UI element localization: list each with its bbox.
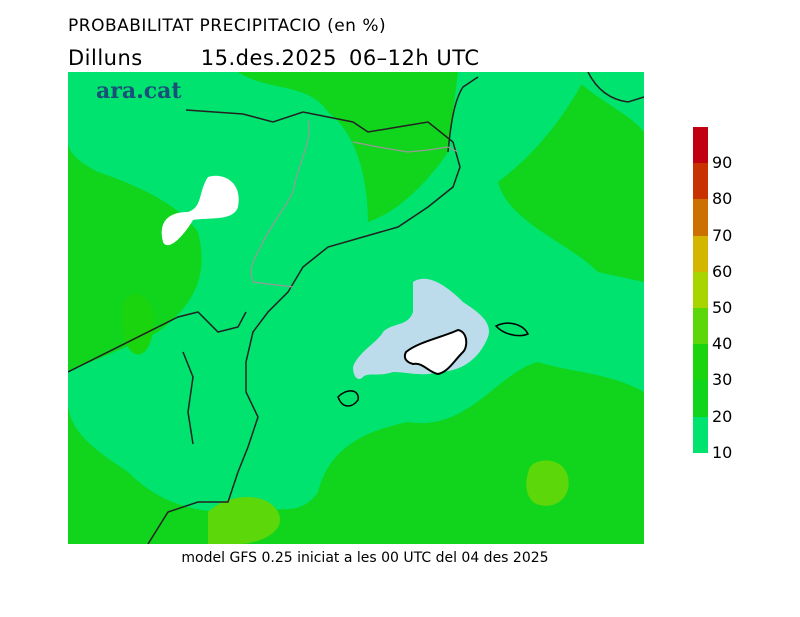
- field-40-south: [208, 497, 280, 544]
- legend-label: 80: [712, 189, 733, 209]
- day-label: Dilluns: [68, 46, 143, 70]
- legend-swatch: [693, 344, 708, 381]
- legend-label: 70: [712, 225, 733, 245]
- legend-label: 50: [712, 298, 733, 317]
- field-below-10-west: [161, 175, 239, 246]
- field-10-20-east: [568, 72, 644, 132]
- legend-label: 40: [712, 334, 733, 354]
- legend-swatch: [693, 380, 708, 417]
- legend-label: 90: [712, 153, 733, 173]
- field-30-blob: [123, 293, 154, 355]
- coastline: [68, 72, 644, 544]
- forecast-time: Dilluns 15.des.2025 06–12h UTC: [68, 46, 538, 70]
- legend-label: 60: [712, 261, 733, 281]
- legend-swatch: [693, 199, 708, 236]
- legend-swatch: [693, 235, 708, 272]
- date-label: 15.des.2025: [200, 46, 337, 70]
- legend-label: 30: [712, 370, 733, 390]
- island-ibiza: [337, 390, 359, 407]
- island-menorca: [494, 322, 530, 337]
- color-legend: [693, 127, 708, 453]
- chart-title: PROBABILITAT PRECIPITACIO (en %): [68, 16, 387, 36]
- legend-swatch: [693, 416, 708, 453]
- legend-swatch: [693, 163, 708, 200]
- legend-swatch: [693, 127, 708, 164]
- period-label: 06–12h UTC: [348, 46, 480, 70]
- legend-swatch: [693, 307, 708, 345]
- legend-swatch: [693, 271, 708, 308]
- field-40-southeast: [526, 460, 569, 506]
- precipitation-map: [68, 72, 644, 544]
- field-10-20-west: [68, 362, 137, 424]
- model-info: model GFS 0.25 iniciat a les 00 UTC del …: [181, 550, 549, 566]
- legend-label: 10: [712, 442, 733, 462]
- border-line: [250, 119, 459, 288]
- logo: ara.cat: [96, 78, 182, 104]
- legend-label: 20: [712, 406, 733, 426]
- field-below-10-mallorca: [403, 328, 468, 376]
